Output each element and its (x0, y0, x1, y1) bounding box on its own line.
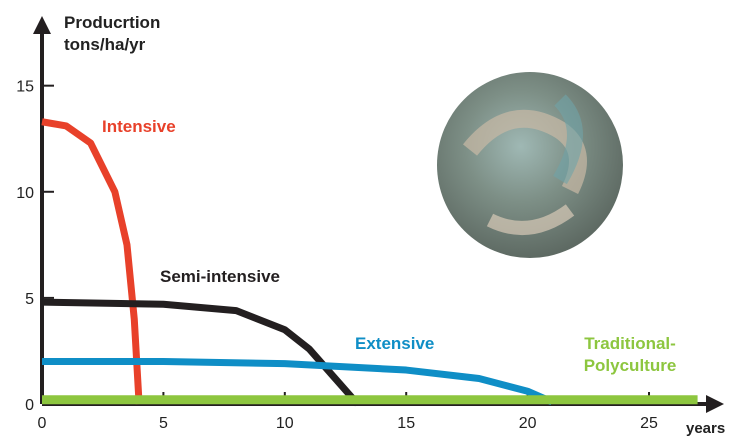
series-label: Traditional-Polyculture (583, 334, 677, 375)
series-line (41, 118, 143, 405)
x-tick-label: 10 (276, 415, 294, 432)
series-label: Semi-intensive (160, 267, 280, 286)
y-tick-label: 10 (16, 185, 34, 202)
photo (437, 72, 623, 258)
x-tick-label: 0 (38, 415, 47, 432)
x-axis-arrow (706, 395, 724, 413)
series-label: Extensive (355, 334, 435, 353)
y-tick-label: 15 (16, 79, 34, 96)
y-tick-label: 0 (25, 397, 34, 414)
series-line (41, 298, 361, 407)
x-axis-label: years (686, 420, 726, 437)
y-axis-label: Producrtion tons/ha/yr (64, 13, 161, 54)
series-line (42, 358, 554, 406)
x-tick-label: 15 (397, 415, 415, 432)
x-tick-label: 25 (640, 415, 658, 432)
y-axis-arrow (33, 16, 51, 34)
x-tick-label: 20 (519, 415, 537, 432)
x-tick-label: 5 (159, 415, 168, 432)
series-label: Intensive (102, 117, 176, 136)
y-tick-label: 5 (25, 291, 34, 308)
